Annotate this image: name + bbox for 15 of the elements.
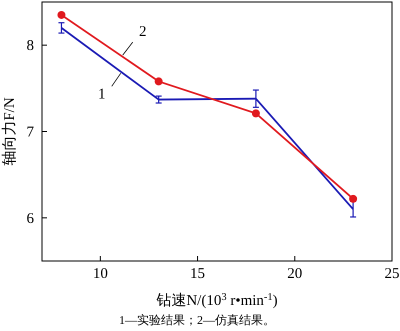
y-tick-label: 6 xyxy=(26,210,34,227)
x-tick-label: 10 xyxy=(92,266,108,282)
point xyxy=(154,77,163,86)
x-tick-label: 20 xyxy=(287,266,302,282)
x-axis-title: 钻速N/(10$^{3}$ r•min$^{-1}$) xyxy=(155,292,278,309)
series-label: 2 xyxy=(138,24,146,40)
x-tick-label: 25 xyxy=(384,266,400,282)
series-label: 1 xyxy=(98,86,106,102)
point xyxy=(57,10,66,19)
y-axis-title: 轴向力F/N xyxy=(1,97,18,166)
x-tick-label: 15 xyxy=(190,266,206,282)
y-tick-label: 8 xyxy=(26,38,34,54)
text: 1—实验结果；2—仿真结果。 xyxy=(119,313,275,327)
point xyxy=(252,109,260,118)
y-tick-label: 7 xyxy=(26,124,34,140)
